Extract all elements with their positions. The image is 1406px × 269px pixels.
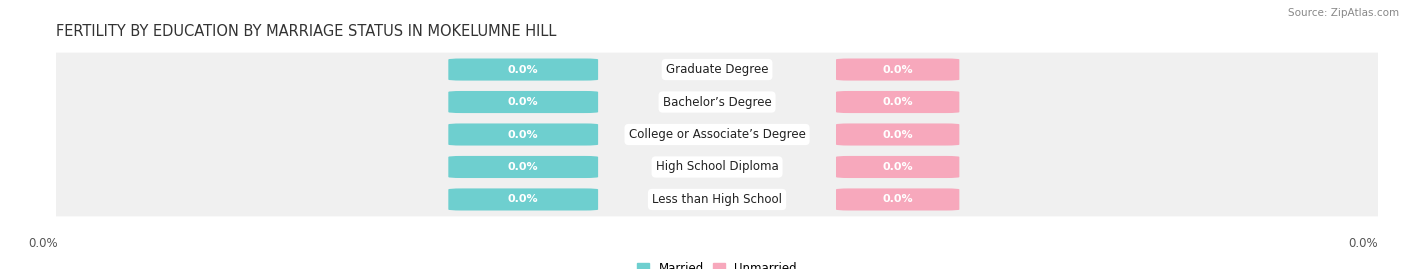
- FancyBboxPatch shape: [837, 91, 959, 113]
- Text: 0.0%: 0.0%: [883, 162, 912, 172]
- Text: 0.0%: 0.0%: [508, 162, 538, 172]
- Text: High School Diploma: High School Diploma: [655, 161, 779, 174]
- Text: 0.0%: 0.0%: [883, 129, 912, 140]
- Legend: Married, Unmarried: Married, Unmarried: [633, 258, 801, 269]
- FancyBboxPatch shape: [449, 58, 598, 81]
- Text: 0.0%: 0.0%: [883, 65, 912, 75]
- Text: College or Associate’s Degree: College or Associate’s Degree: [628, 128, 806, 141]
- FancyBboxPatch shape: [449, 123, 598, 146]
- FancyBboxPatch shape: [38, 53, 1396, 86]
- FancyBboxPatch shape: [449, 188, 598, 211]
- FancyBboxPatch shape: [38, 150, 1396, 184]
- Text: 0.0%: 0.0%: [1348, 237, 1378, 250]
- FancyBboxPatch shape: [449, 156, 598, 178]
- Text: 0.0%: 0.0%: [508, 129, 538, 140]
- Text: 0.0%: 0.0%: [508, 97, 538, 107]
- Text: Bachelor’s Degree: Bachelor’s Degree: [662, 95, 772, 108]
- FancyBboxPatch shape: [449, 91, 598, 113]
- FancyBboxPatch shape: [837, 123, 959, 146]
- Text: 0.0%: 0.0%: [883, 97, 912, 107]
- FancyBboxPatch shape: [837, 188, 959, 211]
- Text: FERTILITY BY EDUCATION BY MARRIAGE STATUS IN MOKELUMNE HILL: FERTILITY BY EDUCATION BY MARRIAGE STATU…: [56, 24, 557, 39]
- Text: 0.0%: 0.0%: [28, 237, 58, 250]
- Text: 0.0%: 0.0%: [508, 65, 538, 75]
- FancyBboxPatch shape: [38, 118, 1396, 151]
- FancyBboxPatch shape: [837, 156, 959, 178]
- FancyBboxPatch shape: [38, 183, 1396, 216]
- Text: Graduate Degree: Graduate Degree: [666, 63, 768, 76]
- Text: Less than High School: Less than High School: [652, 193, 782, 206]
- Text: Source: ZipAtlas.com: Source: ZipAtlas.com: [1288, 8, 1399, 18]
- FancyBboxPatch shape: [837, 58, 959, 81]
- Text: 0.0%: 0.0%: [508, 194, 538, 204]
- Text: 0.0%: 0.0%: [883, 194, 912, 204]
- FancyBboxPatch shape: [38, 85, 1396, 119]
